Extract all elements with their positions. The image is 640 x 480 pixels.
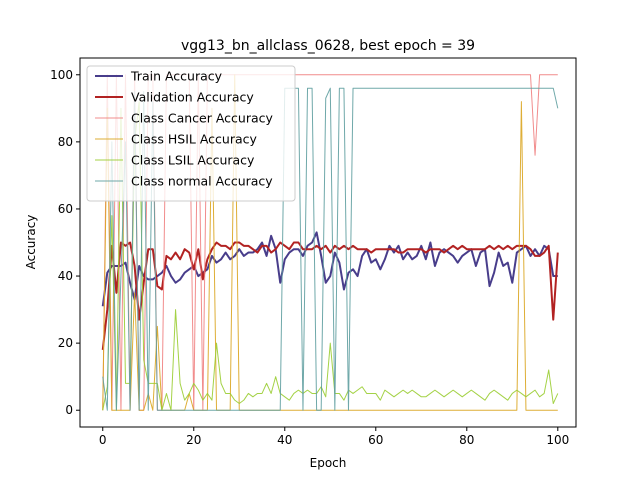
chart-title: vgg13_bn_allclass_0628, best epoch = 39	[181, 38, 475, 54]
x-tick-label: 40	[277, 433, 292, 447]
x-tick-label: 20	[186, 433, 201, 447]
y-tick-label: 40	[58, 269, 73, 283]
x-tick-label: 80	[459, 433, 474, 447]
y-tick-label: 60	[58, 202, 73, 216]
series-line-4	[102, 101, 559, 411]
y-axis: 0 20 40 60 80 100	[50, 68, 80, 417]
series-line-1	[101, 241, 559, 350]
legend-label-4: Class LSIL Accuracy	[131, 153, 255, 168]
x-axis: 0 20 40 60 80 100	[99, 427, 569, 447]
legend-label-3: Class HSIL Accuracy	[131, 132, 257, 147]
y-tick-label: 80	[58, 135, 73, 149]
y-tick-label: 100	[50, 68, 73, 82]
plot-frame	[79, 57, 577, 428]
y-tick-label: 20	[58, 336, 73, 350]
x-tick-label: 100	[546, 433, 569, 447]
legend-label-5: Class normal Accuracy	[131, 174, 273, 189]
x-tick-label: 0	[99, 433, 107, 447]
legend-label-0: Train Accuracy	[130, 69, 223, 84]
x-tick-label: 60	[368, 433, 383, 447]
y-tick-label: 0	[65, 403, 73, 417]
legend: Train Accuracy Validation Accuracy Class C…	[86, 65, 296, 202]
legend-label-2: Class Cancer Accuracy	[131, 111, 274, 126]
legend-label-1: Validation Accuracy	[131, 90, 254, 105]
x-axis-label: Epoch	[310, 456, 347, 470]
legend-box	[86, 65, 296, 202]
series-line-0	[101, 231, 558, 307]
y-axis-label: Accuracy	[24, 215, 38, 270]
series-line-5	[102, 87, 559, 411]
